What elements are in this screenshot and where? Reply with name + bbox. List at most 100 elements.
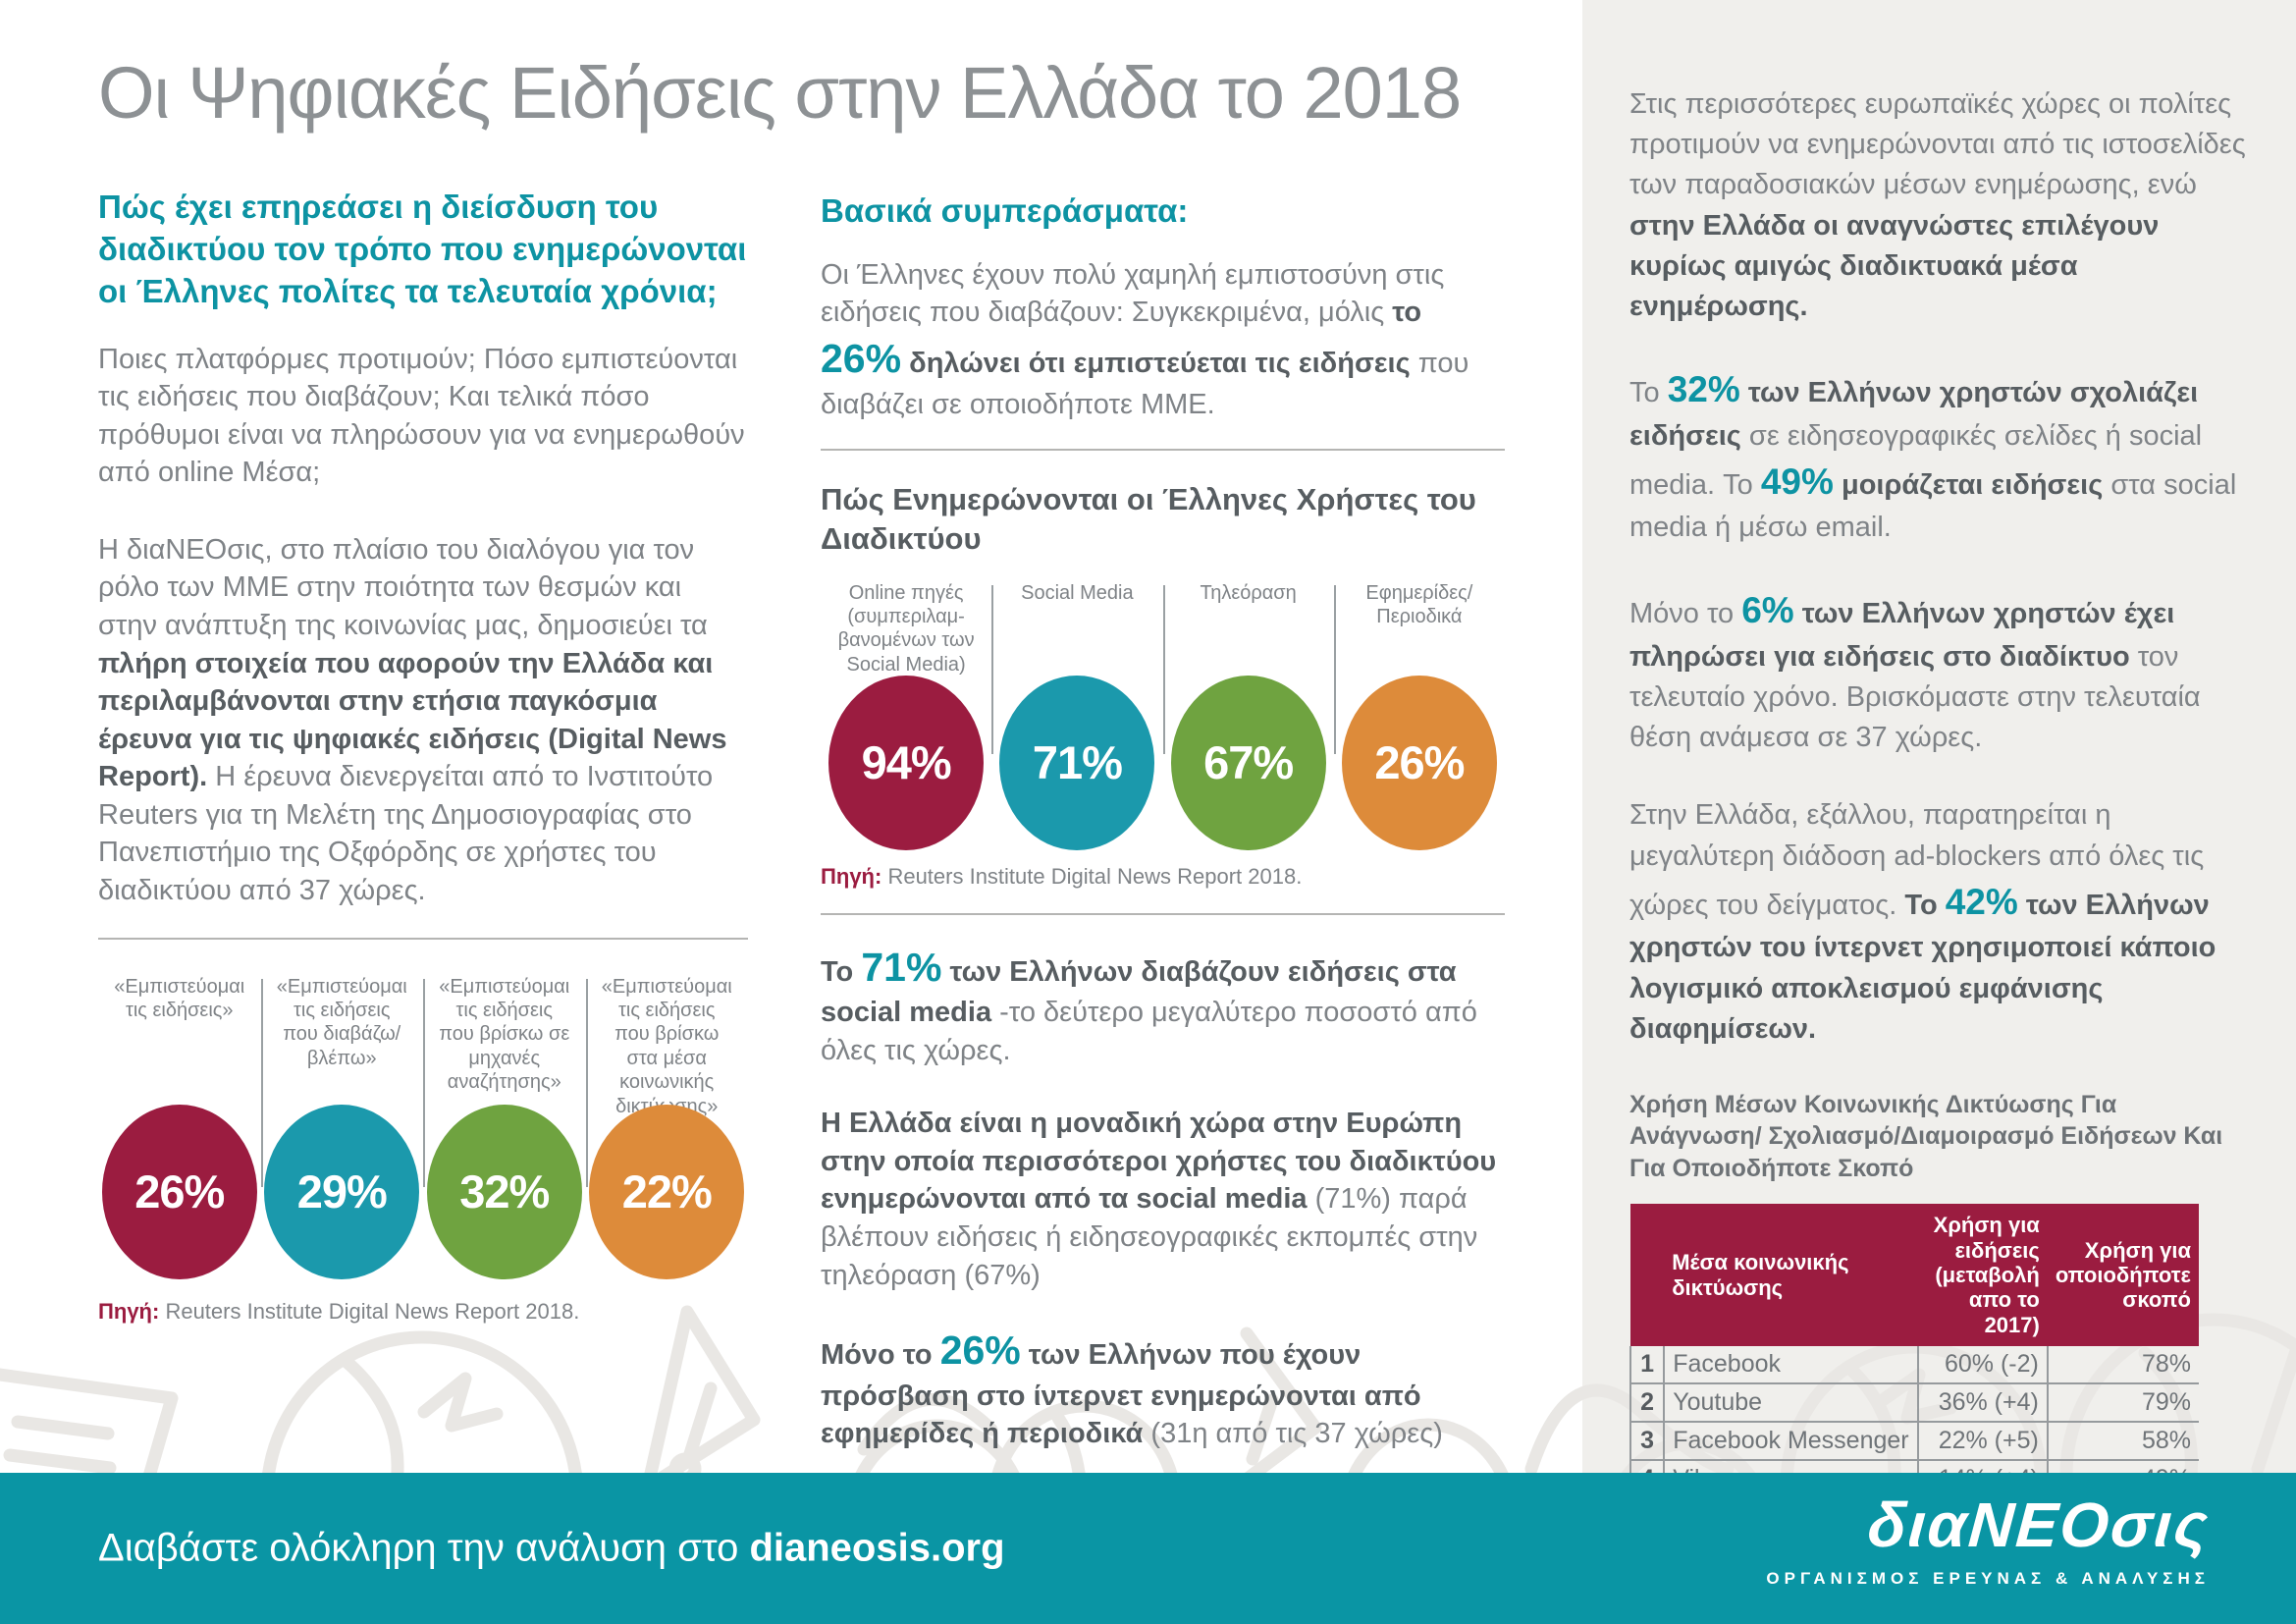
text-run: που διαβάζει σε οποιοδήποτε ΜΜΕ. bbox=[821, 348, 1469, 420]
stat-49-percent: 49% bbox=[1760, 460, 1834, 502]
bubble-29: 29% bbox=[264, 1104, 420, 1279]
text-run-bold: το bbox=[1392, 297, 1422, 329]
bubble-label: «Εμπιστεύομαι τις ειδήσεις που βρίσκω στ… bbox=[601, 975, 732, 1117]
text-run: Στην Ελλάδα, εξάλλου, παρατηρείται η μεγ… bbox=[1629, 799, 2205, 921]
header-news-usage: Χρήση για ειδήσεις (μεταβολή απο το 2017… bbox=[1917, 1204, 2048, 1346]
separator-line bbox=[991, 584, 994, 754]
egg-doodle-icon bbox=[855, 1392, 1020, 1473]
text-run: (71%) παρά βλέπουν ειδήσεις ή ειδησεογρα… bbox=[821, 1183, 1478, 1291]
page-title: Οι Ψηφιακές Ειδήσεις στην Ελλάδα το 2018 bbox=[98, 52, 1462, 134]
separator-line bbox=[260, 978, 263, 1187]
right-paragraph-4: Στην Ελλάδα, εξάλλου, παρατηρείται η μεγ… bbox=[1629, 795, 2252, 1049]
text-run-bold: των Ελλήνων χρηστών σχολιάζει ειδήσεις bbox=[1629, 377, 2199, 452]
bubble-26-sources: 26% bbox=[1341, 675, 1497, 850]
text-run-bold: πλήρη στοιχεία που αφορούν την Ελλάδα κα… bbox=[98, 647, 727, 793]
bubble-label: «Εμπιστεύομαι τις ειδήσεις που βρίσκω σε… bbox=[439, 975, 570, 1094]
text-run-bold: των Ελλήνων χρηστών του ίντερνετ χρησιμο… bbox=[1629, 889, 2216, 1045]
text-run: Μόνο το bbox=[1629, 598, 1742, 630]
stat-42-percent: 42% bbox=[1945, 881, 2018, 922]
separator-line bbox=[585, 978, 588, 1187]
cell-any-usage: 58% bbox=[2046, 1421, 2199, 1461]
stat-26-percent: 26% bbox=[821, 336, 902, 382]
footer-bar: Διαβάστε ολόκληρη την ανάλυση στο dianeo… bbox=[0, 1473, 2296, 1624]
text-run-bold: Το bbox=[821, 955, 862, 988]
text-run: σε ειδησεογραφικές σελίδες ή social medi… bbox=[1629, 419, 2203, 501]
bubble-value: 26% bbox=[134, 1165, 225, 1218]
cell-news-usage: 60% (-2) bbox=[1916, 1345, 2048, 1384]
right-paragraph-2: Το 32% των Ελλήνων χρηστών σχολιάζει ειδ… bbox=[1629, 364, 2252, 548]
bubble-column: «Εμπιστεύομαι τις ειδήσεις» 26% bbox=[98, 975, 261, 1279]
bubble-label: Εφημερίδες/ Περιοδικά bbox=[1365, 581, 1473, 628]
left-column: Πώς έχει επηρεάσει η διείσδυση του διαδι… bbox=[98, 187, 748, 1325]
divider bbox=[98, 937, 748, 940]
bubble-label: Τηλεόραση bbox=[1200, 581, 1297, 604]
bubble-label: Online πηγές (συμπεριλαμ- βανομένων των … bbox=[837, 581, 975, 676]
cell-any-usage: 78% bbox=[2046, 1345, 2199, 1384]
footer-cta: Διαβάστε ολόκληρη την ανάλυση στο dianeo… bbox=[98, 1527, 1005, 1571]
pen-nib-doodle-icon bbox=[1240, 1326, 1322, 1473]
source-note: Πηγή: Reuters Institute Digital News Rep… bbox=[98, 1299, 748, 1325]
bubble-22: 22% bbox=[589, 1104, 745, 1279]
table-row: 3 Facebook Messenger 22% (+5) 58% bbox=[1629, 1421, 2199, 1461]
separator-line bbox=[1162, 584, 1165, 754]
cell-rank: 3 bbox=[1629, 1421, 1665, 1461]
text-run-bold: στην Ελλάδα οι αναγνώστες επιλέγουν κυρί… bbox=[1629, 209, 2160, 322]
header-rank bbox=[1630, 1204, 1665, 1346]
cell-network: Facebook bbox=[1663, 1345, 1918, 1384]
bubble-94: 94% bbox=[828, 675, 985, 850]
bubble-value: 67% bbox=[1203, 736, 1294, 789]
globe-doodle-icon bbox=[262, 1330, 582, 1473]
divider bbox=[821, 912, 1505, 915]
right-paragraph-3: Μόνο το 6% των Ελλήνων χρηστών έχει πληρ… bbox=[1629, 585, 2252, 758]
bubble-26: 26% bbox=[101, 1104, 257, 1279]
dianeosis-link[interactable]: dianeosis.org bbox=[749, 1526, 1005, 1570]
bubble-label: «Εμπιστεύομαι τις ειδήσεις που διαβάζω/β… bbox=[276, 975, 407, 1069]
cell-news-usage: 36% (+4) bbox=[1916, 1382, 2048, 1423]
cell-news-usage: 22% (+5) bbox=[1916, 1421, 2048, 1461]
bubble-value: 29% bbox=[296, 1165, 388, 1218]
text-run-bold: δηλώνει ότι εμπιστεύεται τις ειδήσεις bbox=[901, 348, 1411, 380]
text-run: -το δεύτερο μεγαλύτερο ποσοστό από όλες … bbox=[821, 997, 1477, 1066]
source-note: Πηγή: Reuters Institute Digital News Rep… bbox=[821, 864, 1505, 890]
stat-6-percent: 6% bbox=[1741, 590, 1794, 631]
text-run-bold: Η Ελλάδα είναι η μοναδική χώρα στην Ευρώ… bbox=[821, 1108, 1497, 1216]
table-header-row: Μέσα κοινωνικής δικτύωσης Χρήση για ειδή… bbox=[1630, 1204, 2199, 1346]
key-findings-intro: Οι Έλληνες έχουν πολύ χαμηλή εμπιστοσύνη… bbox=[821, 256, 1505, 423]
right-column: Στις περισσότερες ευρωπαϊκές χώρες οι πο… bbox=[1629, 84, 2252, 1576]
bubble-column: Εφημερίδες/ Περιοδικά 26% bbox=[1334, 581, 1505, 850]
bubble-67: 67% bbox=[1170, 675, 1326, 850]
bubble-label: «Εμπιστεύομαι τις ειδήσεις» bbox=[114, 975, 245, 1021]
bubble-column: «Εμπιστεύομαι τις ειδήσεις που διαβάζω/β… bbox=[261, 975, 424, 1279]
table-title: Χρήση Μέσων Κοινωνικής Δικτύωσης Για Ανά… bbox=[1629, 1090, 2223, 1182]
cell-any-usage: 79% bbox=[2046, 1382, 2199, 1423]
bubble-column: «Εμπιστεύομαι τις ειδήσεις που βρίσκω στ… bbox=[586, 975, 749, 1279]
paper-stack-doodle-icon bbox=[0, 1368, 179, 1473]
stat-26-print-percent: 26% bbox=[939, 1327, 1021, 1374]
bubble-value: 22% bbox=[621, 1165, 713, 1218]
finding-71-paragraph: Το 71% των Ελλήνων διαβάζουν ειδήσεις στ… bbox=[821, 941, 1505, 1070]
divider bbox=[821, 449, 1505, 452]
source-label: Πηγή: bbox=[821, 863, 882, 889]
right-paragraph-1: Στις περισσότερες ευρωπαϊκές χώρες οι πο… bbox=[1629, 84, 2252, 327]
stat-71-percent: 71% bbox=[861, 944, 942, 990]
stat-32-percent: 32% bbox=[1667, 369, 1740, 410]
text-run: Διαβάστε ολόκληρη την ανάλυση στο bbox=[98, 1526, 750, 1570]
text-run: Η έρευνα διενεργείται από το Ινστιτούτο … bbox=[98, 761, 714, 906]
text-run-bold: των Ελλήνων χρηστών έχει πληρώσει για ει… bbox=[1629, 598, 2175, 673]
egg-doodle-icon bbox=[1348, 1418, 1509, 1473]
globe-small-doodle-icon bbox=[991, 1399, 1178, 1473]
text-run-bold: Μόνο το bbox=[821, 1339, 940, 1372]
text-run: Reuters Institute Digital News Report 20… bbox=[881, 863, 1303, 889]
bubble-value: 94% bbox=[861, 736, 952, 789]
left-paragraph-2: Η διαΝΕΟσις, στο πλαίσιο του διαλόγου γι… bbox=[98, 531, 748, 910]
table-row: 1 Facebook 60% (-2) 78% bbox=[1629, 1345, 2199, 1384]
cell-network: Youtube bbox=[1663, 1382, 1918, 1423]
finding-europe-paragraph: Η Ελλάδα είναι η μοναδική χώρα στην Ευρώ… bbox=[821, 1105, 1505, 1294]
text-run: Οι Έλληνες έχουν πολύ χαμηλή εμπιστοσύνη… bbox=[821, 258, 1445, 329]
cell-rank: 2 bbox=[1629, 1382, 1665, 1423]
finding-26-paragraph: Μόνο το 26% των Ελλήνων που έχουν πρόσβα… bbox=[821, 1324, 1505, 1453]
news-sources-bubble-chart: Online πηγές (συμπεριλαμ- βανομένων των … bbox=[821, 581, 1505, 850]
separator-line bbox=[423, 978, 425, 1187]
bubble-value: 26% bbox=[1374, 736, 1465, 789]
